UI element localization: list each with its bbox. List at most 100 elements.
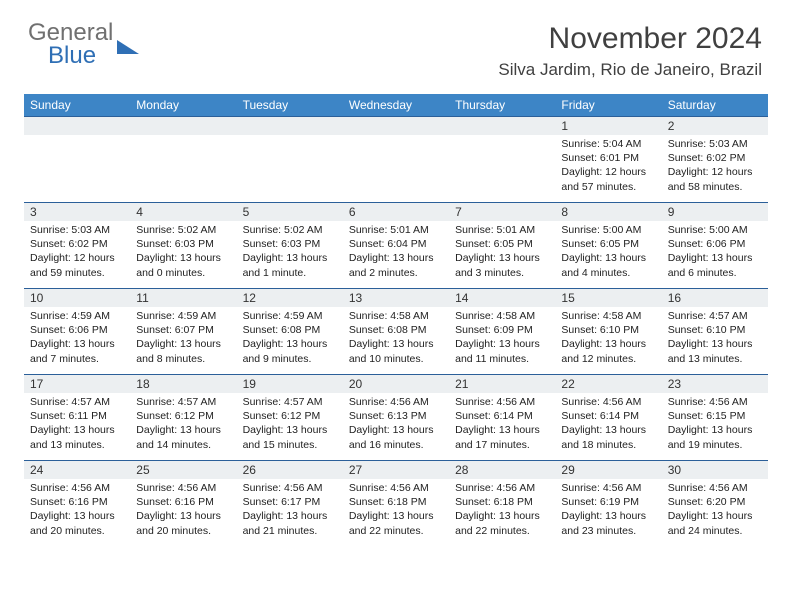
day-number	[237, 117, 343, 135]
day-details: Sunrise: 5:03 AMSunset: 6:02 PMDaylight:…	[24, 221, 130, 280]
day-number: 14	[449, 289, 555, 307]
day-number: 13	[343, 289, 449, 307]
day-details: Sunrise: 5:00 AMSunset: 6:05 PMDaylight:…	[555, 221, 661, 280]
logo-text: General Blue	[28, 22, 113, 68]
day-number: 8	[555, 203, 661, 221]
calendar-cell: 21Sunrise: 4:56 AMSunset: 6:14 PMDayligh…	[449, 375, 555, 461]
day-number	[343, 117, 449, 135]
calendar-cell: 27Sunrise: 4:56 AMSunset: 6:18 PMDayligh…	[343, 461, 449, 547]
day-number: 3	[24, 203, 130, 221]
calendar-cell: 5Sunrise: 5:02 AMSunset: 6:03 PMDaylight…	[237, 203, 343, 289]
day-details: Sunrise: 5:04 AMSunset: 6:01 PMDaylight:…	[555, 135, 661, 194]
calendar-cell	[24, 117, 130, 203]
day-number: 9	[662, 203, 768, 221]
day-header: Monday	[130, 94, 236, 117]
calendar-cell: 30Sunrise: 4:56 AMSunset: 6:20 PMDayligh…	[662, 461, 768, 547]
day-header: Tuesday	[237, 94, 343, 117]
day-details: Sunrise: 4:58 AMSunset: 6:10 PMDaylight:…	[555, 307, 661, 366]
day-number	[449, 117, 555, 135]
day-details: Sunrise: 4:58 AMSunset: 6:08 PMDaylight:…	[343, 307, 449, 366]
calendar-week: 17Sunrise: 4:57 AMSunset: 6:11 PMDayligh…	[24, 375, 768, 461]
day-header: Wednesday	[343, 94, 449, 117]
day-number: 11	[130, 289, 236, 307]
calendar-week: 1Sunrise: 5:04 AMSunset: 6:01 PMDaylight…	[24, 117, 768, 203]
day-details: Sunrise: 4:56 AMSunset: 6:18 PMDaylight:…	[343, 479, 449, 538]
location-text: Silva Jardim, Rio de Janeiro, Brazil	[498, 60, 762, 80]
day-details: Sunrise: 4:58 AMSunset: 6:09 PMDaylight:…	[449, 307, 555, 366]
page-header: General Blue November 2024 Silva Jardim,…	[0, 0, 792, 82]
day-details	[449, 135, 555, 137]
calendar-cell: 3Sunrise: 5:03 AMSunset: 6:02 PMDaylight…	[24, 203, 130, 289]
day-details: Sunrise: 4:56 AMSunset: 6:15 PMDaylight:…	[662, 393, 768, 452]
day-number	[24, 117, 130, 135]
day-number: 22	[555, 375, 661, 393]
calendar-cell	[449, 117, 555, 203]
day-details: Sunrise: 4:56 AMSunset: 6:14 PMDaylight:…	[449, 393, 555, 452]
day-number: 16	[662, 289, 768, 307]
day-details: Sunrise: 4:56 AMSunset: 6:14 PMDaylight:…	[555, 393, 661, 452]
calendar-cell: 7Sunrise: 5:01 AMSunset: 6:05 PMDaylight…	[449, 203, 555, 289]
day-details: Sunrise: 4:59 AMSunset: 6:06 PMDaylight:…	[24, 307, 130, 366]
day-number: 30	[662, 461, 768, 479]
day-number: 5	[237, 203, 343, 221]
day-details: Sunrise: 4:59 AMSunset: 6:08 PMDaylight:…	[237, 307, 343, 366]
day-header-row: SundayMondayTuesdayWednesdayThursdayFrid…	[24, 94, 768, 117]
day-details: Sunrise: 5:03 AMSunset: 6:02 PMDaylight:…	[662, 135, 768, 194]
day-details: Sunrise: 5:01 AMSunset: 6:04 PMDaylight:…	[343, 221, 449, 280]
day-number: 18	[130, 375, 236, 393]
day-number: 27	[343, 461, 449, 479]
calendar-cell: 4Sunrise: 5:02 AMSunset: 6:03 PMDaylight…	[130, 203, 236, 289]
day-number: 24	[24, 461, 130, 479]
day-details: Sunrise: 4:57 AMSunset: 6:10 PMDaylight:…	[662, 307, 768, 366]
calendar-cell: 6Sunrise: 5:01 AMSunset: 6:04 PMDaylight…	[343, 203, 449, 289]
calendar-cell: 18Sunrise: 4:57 AMSunset: 6:12 PMDayligh…	[130, 375, 236, 461]
day-number: 17	[24, 375, 130, 393]
day-number	[130, 117, 236, 135]
day-header: Saturday	[662, 94, 768, 117]
calendar-cell: 22Sunrise: 4:56 AMSunset: 6:14 PMDayligh…	[555, 375, 661, 461]
day-number: 2	[662, 117, 768, 135]
calendar-cell: 25Sunrise: 4:56 AMSunset: 6:16 PMDayligh…	[130, 461, 236, 547]
day-details: Sunrise: 4:56 AMSunset: 6:20 PMDaylight:…	[662, 479, 768, 538]
triangle-icon	[117, 40, 139, 54]
day-number: 21	[449, 375, 555, 393]
day-details: Sunrise: 5:02 AMSunset: 6:03 PMDaylight:…	[130, 221, 236, 280]
logo-line2: Blue	[28, 45, 113, 68]
calendar-cell: 28Sunrise: 4:56 AMSunset: 6:18 PMDayligh…	[449, 461, 555, 547]
day-header: Friday	[555, 94, 661, 117]
calendar-cell	[343, 117, 449, 203]
day-details: Sunrise: 4:59 AMSunset: 6:07 PMDaylight:…	[130, 307, 236, 366]
logo: General Blue	[28, 22, 139, 68]
calendar-cell: 11Sunrise: 4:59 AMSunset: 6:07 PMDayligh…	[130, 289, 236, 375]
day-details: Sunrise: 4:56 AMSunset: 6:16 PMDaylight:…	[130, 479, 236, 538]
month-title: November 2024	[498, 22, 762, 56]
calendar-cell: 10Sunrise: 4:59 AMSunset: 6:06 PMDayligh…	[24, 289, 130, 375]
day-details: Sunrise: 4:56 AMSunset: 6:13 PMDaylight:…	[343, 393, 449, 452]
calendar-week: 3Sunrise: 5:03 AMSunset: 6:02 PMDaylight…	[24, 203, 768, 289]
day-number: 19	[237, 375, 343, 393]
day-details	[24, 135, 130, 137]
day-number: 26	[237, 461, 343, 479]
title-block: November 2024 Silva Jardim, Rio de Janei…	[498, 22, 762, 80]
calendar-cell: 12Sunrise: 4:59 AMSunset: 6:08 PMDayligh…	[237, 289, 343, 375]
calendar-cell: 1Sunrise: 5:04 AMSunset: 6:01 PMDaylight…	[555, 117, 661, 203]
day-details	[343, 135, 449, 137]
calendar-table: SundayMondayTuesdayWednesdayThursdayFrid…	[24, 94, 768, 547]
day-details	[237, 135, 343, 137]
day-number: 7	[449, 203, 555, 221]
calendar-week: 10Sunrise: 4:59 AMSunset: 6:06 PMDayligh…	[24, 289, 768, 375]
day-details: Sunrise: 4:56 AMSunset: 6:19 PMDaylight:…	[555, 479, 661, 538]
day-number: 1	[555, 117, 661, 135]
calendar-cell: 16Sunrise: 4:57 AMSunset: 6:10 PMDayligh…	[662, 289, 768, 375]
day-number: 25	[130, 461, 236, 479]
day-number: 20	[343, 375, 449, 393]
day-details	[130, 135, 236, 137]
calendar-cell: 24Sunrise: 4:56 AMSunset: 6:16 PMDayligh…	[24, 461, 130, 547]
calendar-week: 24Sunrise: 4:56 AMSunset: 6:16 PMDayligh…	[24, 461, 768, 547]
day-number: 4	[130, 203, 236, 221]
day-details: Sunrise: 4:56 AMSunset: 6:16 PMDaylight:…	[24, 479, 130, 538]
calendar-cell: 14Sunrise: 4:58 AMSunset: 6:09 PMDayligh…	[449, 289, 555, 375]
calendar-cell: 15Sunrise: 4:58 AMSunset: 6:10 PMDayligh…	[555, 289, 661, 375]
day-details: Sunrise: 5:01 AMSunset: 6:05 PMDaylight:…	[449, 221, 555, 280]
day-number: 10	[24, 289, 130, 307]
